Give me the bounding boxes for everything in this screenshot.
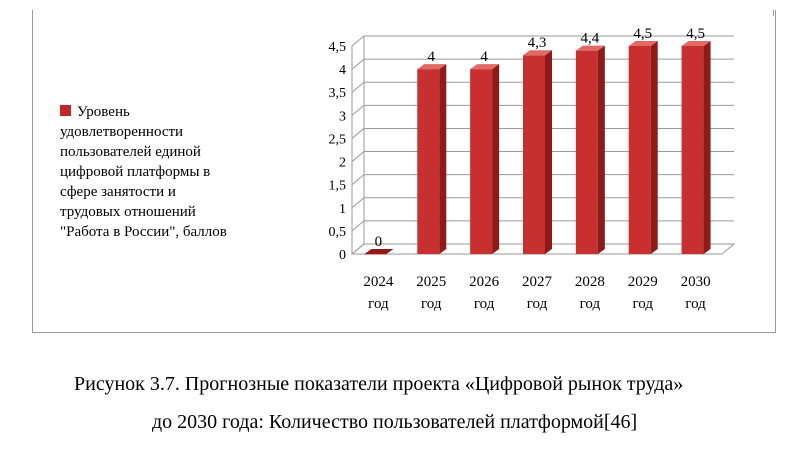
y-tick-label: 2,5 [329, 132, 347, 147]
bar-front [575, 50, 598, 254]
bar-front [417, 69, 440, 254]
bar-side [703, 41, 711, 254]
x-tick-label: год [368, 296, 389, 312]
x-tick-label: 2029 [628, 274, 658, 290]
bar-front [523, 55, 545, 254]
y-tick-label: 2 [339, 156, 346, 171]
bar-top [628, 41, 658, 46]
data-label: 4,5 [633, 26, 652, 42]
y-tick-label: 4,5 [329, 40, 347, 55]
x-tick-label: год [421, 296, 442, 312]
y-tick-label: 3,5 [329, 86, 347, 101]
bar-side [545, 50, 552, 254]
chart-frame [32, 10, 776, 333]
bar-front [470, 69, 493, 254]
gridline-slant [351, 197, 365, 209]
bar-top [575, 45, 605, 51]
gridline-slant [351, 81, 365, 93]
gridline-slant [351, 220, 365, 232]
bar-top [364, 249, 394, 254]
figure-caption-line-1: Рисунок 3.7. Прогнозные показатели проек… [74, 373, 684, 395]
gridline-slant [351, 104, 365, 116]
bar-chart: 0 0,5 1 1,5 2 2,5 3 3,5 4 4,5 0 2024 год 4 2025 год 4 202… [329, 26, 736, 312]
data-label: 4 [480, 49, 488, 65]
gridline-slant [351, 151, 365, 162]
x-tick-label: 2026 [469, 274, 500, 290]
legend-swatch [60, 105, 71, 116]
y-tick-label: 0 [339, 248, 346, 263]
frame-corner-right [773, 10, 774, 16]
y-tick-label: 1 [339, 202, 346, 217]
figure-caption-line-2: до 2030 года: Количество пользователей п… [152, 411, 638, 433]
x-tick-label: 2024 [363, 274, 394, 290]
y-tick-label: 4 [339, 63, 346, 78]
y-tick-label: 0,5 [329, 225, 347, 240]
bar-side [492, 64, 500, 254]
x-tick-label: год [580, 296, 601, 312]
x-tick-label: год [685, 296, 706, 312]
chart-legend: Уровень удовлетворенности пользователей … [60, 102, 300, 242]
bar-top [417, 64, 447, 70]
x-tick-label: 2030 [681, 274, 711, 290]
data-label: 4 [428, 49, 436, 65]
data-label: 4,4 [580, 31, 599, 47]
bar-top [523, 50, 552, 56]
x-tick-label: 2027 [522, 274, 553, 290]
legend-label: Уровень удовлетворенности пользователей … [60, 104, 227, 240]
x-tick-label: год [632, 296, 653, 312]
bar-front [364, 254, 387, 255]
frame-corner-left [32, 10, 33, 16]
data-label: 0 [375, 234, 383, 250]
chart-floor [350, 243, 736, 255]
bar-top [470, 64, 500, 70]
data-label: 4,5 [686, 26, 705, 42]
bar-side [439, 64, 447, 254]
gridline-slant [351, 58, 365, 70]
bar-side [597, 45, 605, 254]
gridline-slant [351, 35, 365, 47]
x-tick-label: 2028 [575, 274, 605, 290]
data-label: 4,3 [528, 35, 547, 51]
bar-top [681, 41, 711, 46]
gridline-slant [351, 174, 365, 186]
x-tick-label: год [474, 296, 495, 312]
bar-front [628, 46, 651, 254]
bar-side [650, 41, 658, 254]
bar-front [681, 46, 704, 254]
y-tick-label: 1,5 [329, 179, 347, 194]
x-tick-label: 2025 [416, 274, 446, 290]
gridline-slant [351, 128, 365, 139]
x-tick-label: год [527, 296, 548, 312]
y-tick-label: 3 [339, 109, 346, 124]
